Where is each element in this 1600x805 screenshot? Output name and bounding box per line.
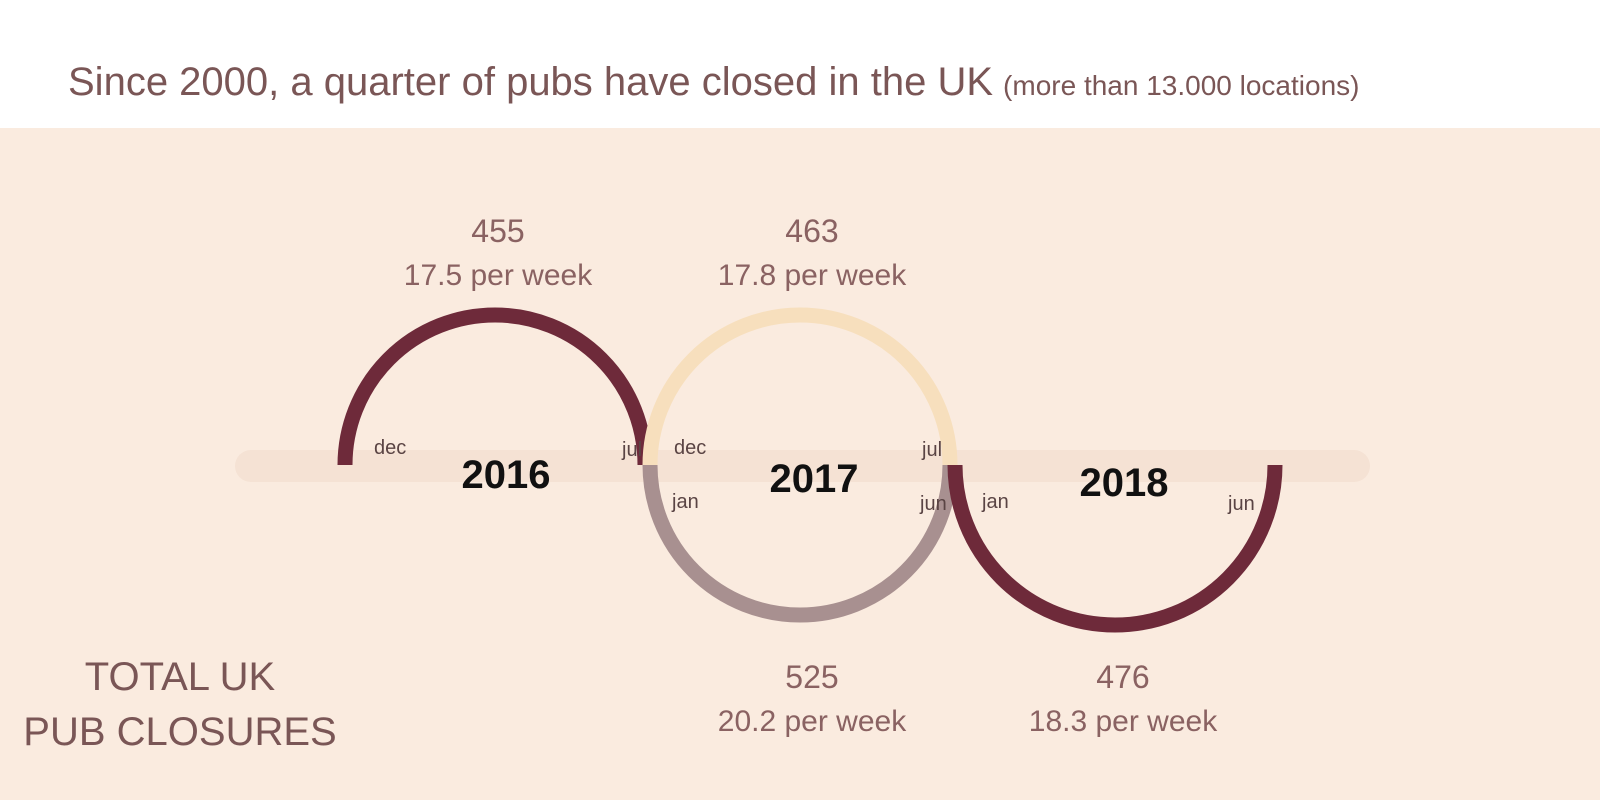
side-label: TOTAL UK <box>85 655 276 699</box>
side-label: PUB CLOSURES <box>23 710 336 754</box>
rate: 18.3 per week <box>1029 705 1218 738</box>
month-label: jul <box>621 439 642 461</box>
month-label: dec <box>674 437 706 459</box>
arc-2016 <box>337 307 653 466</box>
arc-2017-top <box>642 307 958 466</box>
total: 463 <box>785 213 838 249</box>
rate: 17.5 per week <box>404 259 593 292</box>
arc-2017-bottom <box>642 464 958 623</box>
timeline-band <box>235 450 1370 482</box>
month-label: dec <box>374 437 406 459</box>
total: 525 <box>785 659 838 695</box>
month-label: jun <box>1227 493 1255 515</box>
month-label: jan <box>671 491 699 513</box>
month-label: jun <box>919 493 947 515</box>
rate: 20.2 per week <box>718 705 907 738</box>
header-bg <box>0 0 1600 128</box>
total: 476 <box>1096 659 1149 695</box>
total: 455 <box>471 213 524 249</box>
rate: 17.8 per week <box>718 259 907 292</box>
arc-2018 <box>947 464 1283 633</box>
year-label: 2017 <box>770 457 859 501</box>
subtitle: (more than 13.000 locations) <box>1003 70 1359 101</box>
year-label: 2018 <box>1080 461 1169 505</box>
month-label: jul <box>921 439 942 461</box>
title-main: Since 2000, a quarter of pubs have close… <box>68 60 993 104</box>
month-label: jan <box>981 491 1009 513</box>
year-label: 2016 <box>462 453 551 497</box>
title: Since 2000, a quarter of pubs have close… <box>68 60 1359 104</box>
